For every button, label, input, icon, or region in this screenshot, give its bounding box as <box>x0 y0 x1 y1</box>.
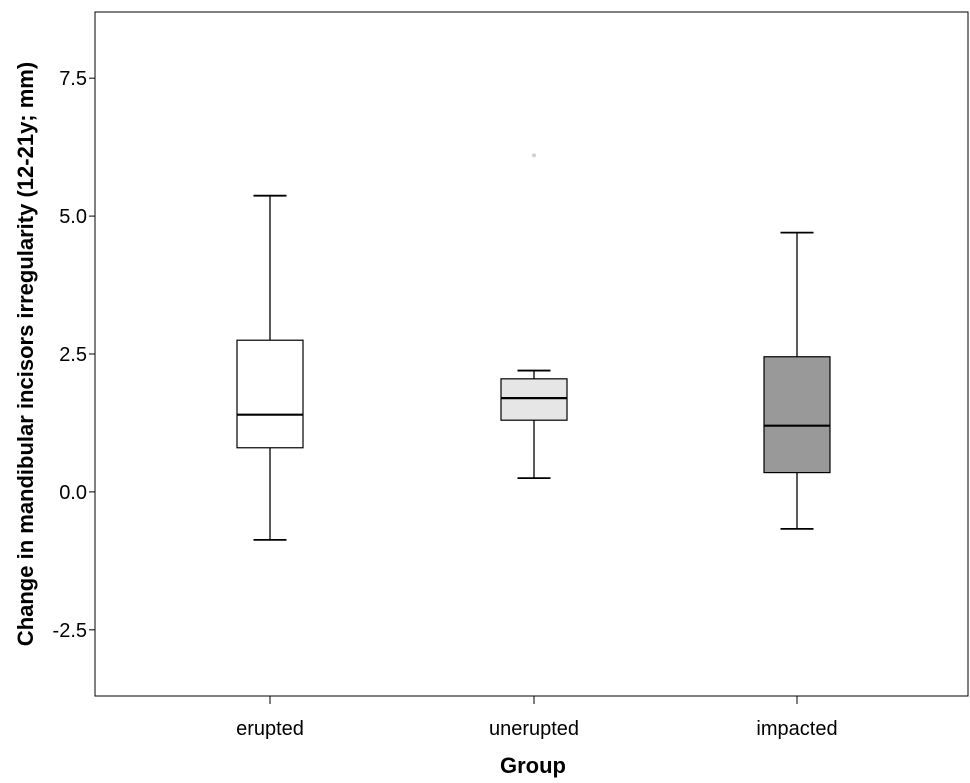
box-unerupted <box>500 153 568 480</box>
y-axis-title: Change in mandibular incisors irregulari… <box>13 62 38 646</box>
y-axis: 7.5 5.0 2.5 0.0 -2.5 <box>53 68 95 642</box>
outlier-point <box>532 153 536 158</box>
plot-area-frame <box>94 11 969 697</box>
y-tick-label: -2.5 <box>53 620 87 642</box>
box-erupted <box>236 194 304 541</box>
x-axis: erupted unerupted impacted <box>236 696 838 740</box>
y-tick-label: 2.5 <box>59 344 87 366</box>
iqr-box <box>236 339 304 449</box>
box-impacted <box>763 231 831 530</box>
x-axis-title: Group <box>500 753 566 778</box>
box-series <box>236 153 831 541</box>
iqr-box <box>763 356 831 474</box>
iqr-box <box>500 378 568 421</box>
x-tick-label: unerupted <box>489 718 579 740</box>
x-tick-label: impacted <box>756 718 837 740</box>
y-tick-label: 7.5 <box>59 68 87 90</box>
x-tick-label: erupted <box>236 718 304 740</box>
y-tick-label: 0.0 <box>59 482 87 504</box>
y-tick-label: 5.0 <box>59 206 87 228</box>
